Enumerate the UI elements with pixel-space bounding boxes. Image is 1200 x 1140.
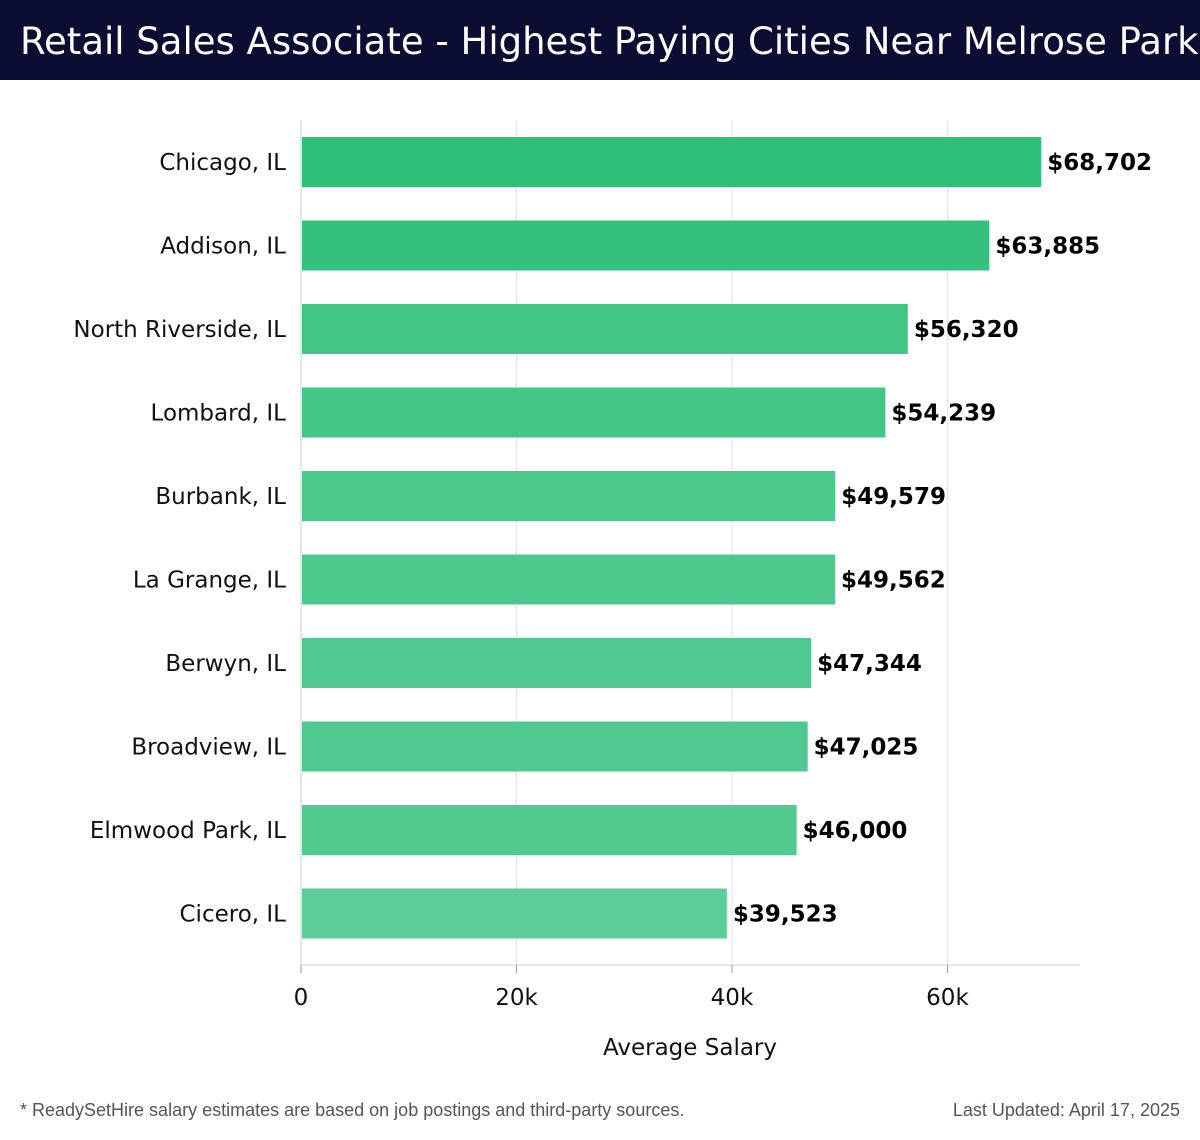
bar xyxy=(302,220,990,271)
value-label: $56,320 xyxy=(914,317,1019,343)
value-label: $47,025 xyxy=(814,735,919,761)
value-label: $49,579 xyxy=(841,484,946,510)
x-axis-label: Average Salary xyxy=(603,1035,777,1061)
category-label: La Grange, IL xyxy=(133,568,286,594)
bar xyxy=(302,638,812,688)
last-updated: Last Updated: April 17, 2025 xyxy=(952,1100,1180,1120)
bar xyxy=(302,805,797,855)
bar-chart: Chicago, IL Addison, IL North Riverside, I… xyxy=(73,120,1152,1061)
chart-title: Retail Sales Associate - Highest Paying … xyxy=(20,20,1200,63)
chart-header: Retail Sales Associate - Highest Paying … xyxy=(0,0,1200,80)
value-label: $49,562 xyxy=(841,568,946,594)
bar xyxy=(302,304,908,354)
bar xyxy=(302,471,836,521)
value-label: $63,885 xyxy=(995,234,1100,260)
value-label: $47,344 xyxy=(817,651,922,677)
category-label: Broadview, IL xyxy=(131,735,286,761)
x-tick-label: 0 xyxy=(294,985,309,1011)
x-tick-label: 40k xyxy=(711,985,754,1011)
bar xyxy=(302,387,886,438)
value-label: $54,239 xyxy=(891,401,996,427)
category-label: Elmwood Park, IL xyxy=(90,818,286,844)
category-labels: Chicago, IL Addison, IL North Riverside, I… xyxy=(73,150,286,928)
category-label: Chicago, IL xyxy=(159,150,286,176)
bars xyxy=(302,137,1042,939)
value-label: $68,702 xyxy=(1047,150,1152,176)
x-tick-label: 20k xyxy=(495,985,538,1011)
category-label: Lombard, IL xyxy=(151,401,287,427)
x-axis-ticks: 0 20k 40k 60k xyxy=(294,965,969,1011)
value-labels: $68,702 $63,885 $56,320 $54,239 $49,579 $49,5… xyxy=(733,150,1152,928)
bar xyxy=(302,888,727,939)
footnote: * ReadySetHire salary estimates are base… xyxy=(20,1100,685,1120)
bar xyxy=(302,554,836,605)
category-label: North Riverside, IL xyxy=(73,317,286,343)
category-label: Berwyn, IL xyxy=(165,651,286,677)
value-label: $46,000 xyxy=(803,818,908,844)
category-label: Burbank, IL xyxy=(155,484,286,510)
x-tick-label: 60k xyxy=(926,985,969,1011)
value-label: $39,523 xyxy=(733,902,838,928)
category-label: Addison, IL xyxy=(160,234,286,260)
bar xyxy=(302,721,808,772)
category-label: Cicero, IL xyxy=(180,902,287,928)
bar xyxy=(302,137,1042,187)
